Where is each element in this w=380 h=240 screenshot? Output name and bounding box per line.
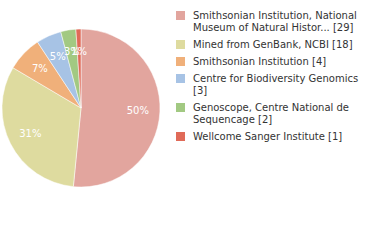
svg-text:5%: 5% xyxy=(49,50,66,62)
svg-text:Wellcome Sanger Institute [1]: Wellcome Sanger Institute [1] xyxy=(193,131,342,142)
svg-text:Centre for Biodiversity Genomi: Centre for Biodiversity Genomics[3] xyxy=(193,73,358,96)
svg-text:1%: 1% xyxy=(71,46,87,57)
svg-text:Smithsonian Institution, Natio: Smithsonian Institution, NationalMuseum … xyxy=(193,10,357,33)
svg-text:Genoscope, Centre National deS: Genoscope, Centre National deSequencage … xyxy=(193,102,349,125)
svg-text:31%: 31% xyxy=(19,128,41,139)
svg-text:50%: 50% xyxy=(127,105,149,116)
svg-text:Mined from GenBank, NCBI [18]: Mined from GenBank, NCBI [18] xyxy=(193,39,353,50)
svg-text:Smithsonian Institution [4]: Smithsonian Institution [4] xyxy=(193,56,326,67)
svg-text:7%: 7% xyxy=(32,63,48,74)
